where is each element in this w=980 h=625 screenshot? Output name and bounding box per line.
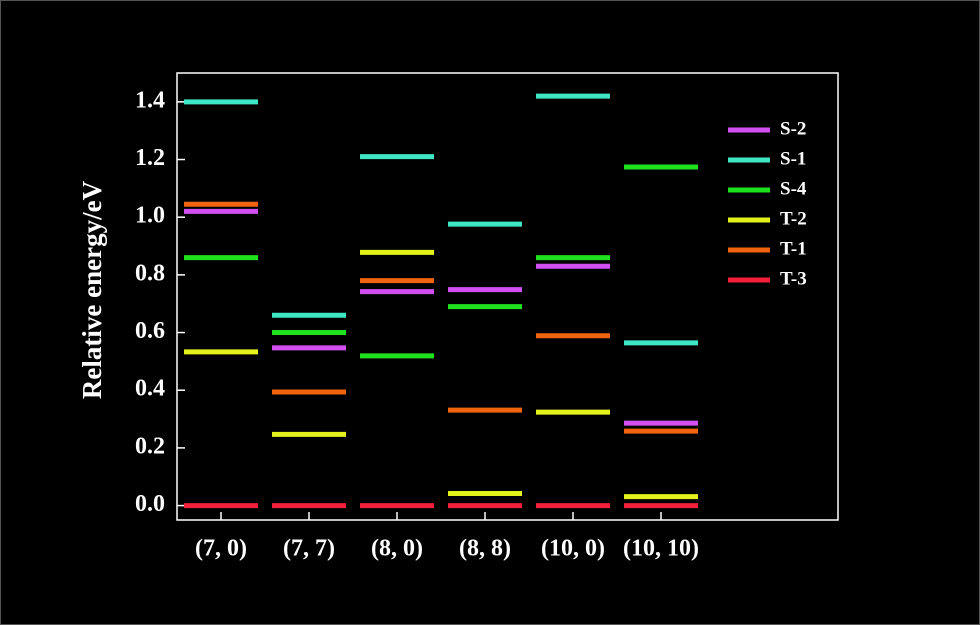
- y-axis-label: Relative energy/eV: [77, 180, 107, 399]
- y-tick-label: 0.4: [135, 376, 165, 402]
- y-tick-label: 1.0: [135, 203, 165, 229]
- plot-frame: [176, 72, 839, 521]
- legend-label: T-3: [780, 268, 807, 289]
- x-tick-label: (8, 0): [371, 536, 423, 562]
- legend-label: S-4: [780, 178, 807, 199]
- y-tick-label: 0.0: [135, 491, 165, 517]
- y-tick-label: 0.6: [135, 318, 165, 344]
- x-tick-label: (10, 0): [541, 536, 605, 562]
- legend-label: T-1: [780, 238, 807, 259]
- y-tick-label: 0.8: [135, 260, 165, 286]
- x-tick-label: (8, 8): [459, 536, 511, 562]
- y-tick-label: 1.4: [135, 87, 165, 113]
- x-tick-label: (7, 0): [195, 536, 247, 562]
- x-tick-label: (10, 10): [623, 536, 699, 562]
- y-tick-label: 0.2: [135, 433, 165, 459]
- legend-label: S-1: [780, 148, 806, 169]
- x-tick-label: (7, 7): [283, 536, 335, 562]
- legend-label: S-2: [780, 118, 806, 139]
- y-tick-label: 1.2: [135, 145, 165, 171]
- legend-label: T-2: [780, 208, 807, 229]
